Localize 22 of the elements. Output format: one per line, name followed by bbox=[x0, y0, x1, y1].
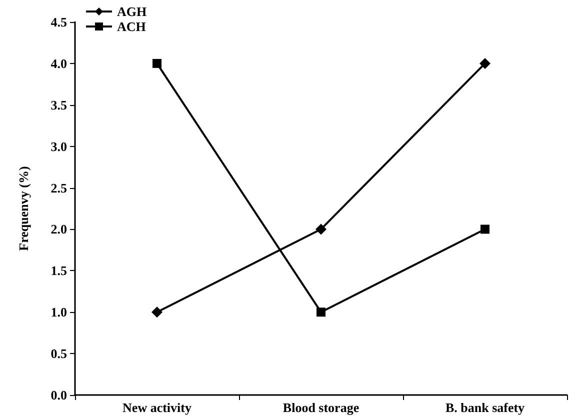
point bbox=[316, 308, 326, 317]
y-tick-label: 3.5 bbox=[50, 97, 68, 112]
y-tick-label: 1.0 bbox=[50, 304, 67, 320]
point bbox=[152, 58, 162, 68]
x-tick-label: Blood storage bbox=[282, 400, 360, 415]
point bbox=[152, 306, 162, 318]
point bbox=[480, 58, 490, 69]
x-tick-label: New activity bbox=[122, 400, 192, 415]
y-tick-label: 0.5 bbox=[50, 346, 68, 362]
y-tick-label: 2.0 bbox=[50, 222, 67, 237]
point bbox=[480, 224, 490, 234]
x-tick-label: B. bank safety bbox=[445, 400, 526, 415]
y-tick-label: 1.5 bbox=[50, 263, 68, 278]
y-tick-label: 2.5 bbox=[50, 180, 68, 196]
point bbox=[316, 224, 326, 235]
legend-label: ACH bbox=[117, 19, 146, 34]
y-tick-label: 3.0 bbox=[50, 138, 67, 154]
y-tick-label: 4.0 bbox=[50, 56, 67, 71]
y-tick-label: 4.5 bbox=[50, 14, 68, 30]
y-axis-title: Frequenvy (%) bbox=[16, 166, 31, 251]
y-tick-label: 0.0 bbox=[50, 388, 67, 402]
legend-label: AGH bbox=[117, 4, 147, 19]
